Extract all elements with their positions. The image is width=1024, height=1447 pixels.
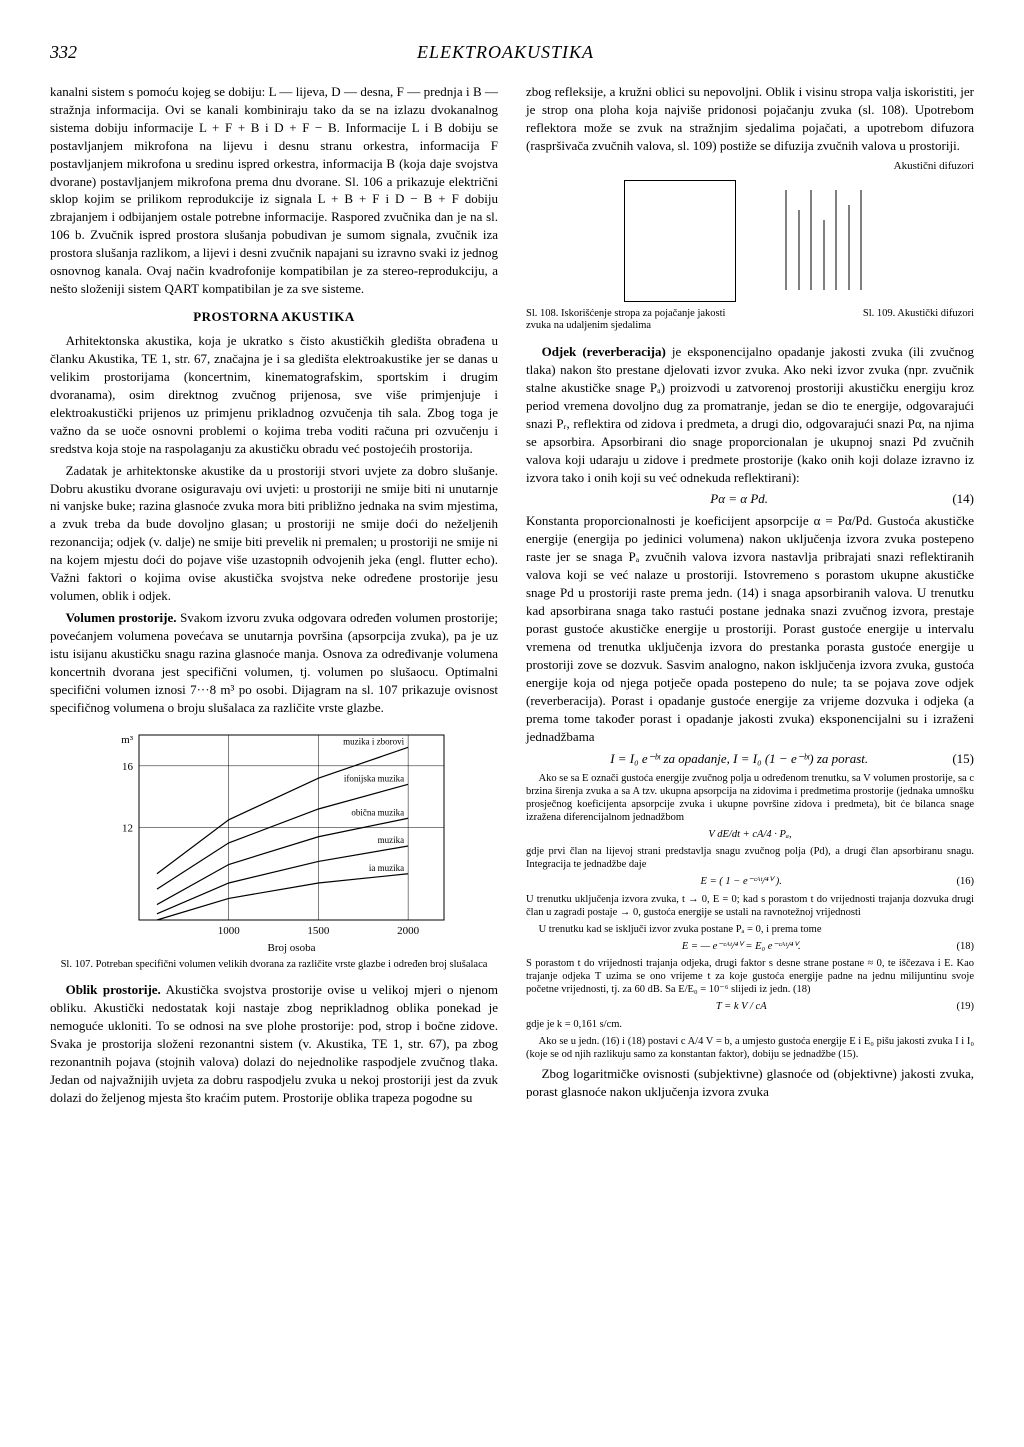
para: Oblik prostorije. Akustička svojstva pro…	[50, 981, 498, 1107]
fig109-caption: Sl. 109. Akustički difuzori	[759, 308, 974, 333]
para-text: je eksponencijalno opadanje jakosti zvuk…	[526, 344, 974, 485]
run-in-heading: Volumen prostorije.	[66, 610, 177, 625]
svg-text:ifonijska muzika: ifonijska muzika	[344, 773, 404, 783]
right-column: zbog refleksije, a kružni oblici su nepo…	[526, 83, 974, 1111]
equation-16: E = ( 1 − e⁻ᶜᴬᵗ/⁴ⱽ ).(16)	[526, 875, 974, 888]
svg-text:1000: 1000	[218, 925, 241, 937]
fig108-caption: Sl. 108. Iskorišćenje stropa za pojačanj…	[526, 308, 741, 333]
volume-chart: 1000 1500 2000 12 16 m³ muzika i zborovi ifonij…	[94, 725, 454, 955]
para: Konstanta proporcionalnosti je koeficije…	[526, 512, 974, 745]
equation-14: Pα = α Pd.(14)	[526, 490, 974, 508]
svg-text:Broj osoba: Broj osoba	[268, 942, 316, 954]
left-column: kanalni sistem s pomoću kojeg se dobiju:…	[50, 83, 498, 1111]
equation-diff: V dE/dt + cA/4 · Pₐ,	[526, 828, 974, 841]
fig109-diffusers	[766, 180, 876, 300]
para: Volumen prostorije. Svakom izvoru zvuka …	[50, 609, 498, 717]
para: Zbog logaritmičke ovisnosti (subjektivne…	[526, 1065, 974, 1101]
para: Arhitektonska akustika, koja je ukratko …	[50, 332, 498, 458]
run-in-heading: Odjek (reverberacija)	[542, 344, 666, 359]
para: Odjek (reverberacija) je eksponencijalno…	[526, 343, 974, 487]
para: Zadatak je arhitektonske akustike da u p…	[50, 462, 498, 606]
para-text: Akustička svojstva prostorije ovise u ve…	[50, 982, 498, 1105]
svg-text:m³: m³	[121, 734, 134, 746]
equation-19: T = k V / cA(19)	[526, 1000, 974, 1013]
run-in-heading: Oblik prostorije.	[66, 982, 161, 997]
svg-text:2000: 2000	[397, 925, 420, 937]
page-header: 332 ELEKTROAKUSTIKA	[50, 40, 974, 65]
equation-15: I = I₀ e⁻ᵇᵗ za opadanje, I = I₀ (1 − e⁻ᵇ…	[526, 750, 974, 768]
para: kanalni sistem s pomoću kojeg se dobiju:…	[50, 83, 498, 298]
svg-text:1500: 1500	[307, 925, 330, 937]
small-para: Ako se sa E označi gustoća energije zvuč…	[526, 772, 974, 825]
two-column-layout: kanalni sistem s pomoću kojeg se dobiju:…	[50, 83, 974, 1111]
fig107-caption: Sl. 107. Potreban specifični volumen vel…	[50, 959, 498, 972]
svg-text:muzika i zborovi: muzika i zborovi	[343, 736, 404, 746]
svg-text:muzika: muzika	[378, 835, 405, 845]
fig108-placeholder	[624, 180, 736, 302]
page-number: 332	[50, 40, 77, 65]
para: zbog refleksije, a kružni oblici su nepo…	[526, 83, 974, 155]
svg-text:ia muzika: ia muzika	[369, 862, 404, 872]
small-para: S porastom t do vrijednosti trajanja odj…	[526, 957, 974, 996]
section-heading: PROSTORNA AKUSTIKA	[50, 308, 498, 326]
figure-row	[526, 180, 974, 302]
figure-captions-row: Sl. 108. Iskorišćenje stropa za pojačanj…	[526, 308, 974, 333]
svg-text:16: 16	[122, 761, 134, 773]
small-para: U trenutku kad se isključi izvor zvuka p…	[526, 923, 974, 936]
svg-text:12: 12	[122, 822, 133, 834]
equation-18: E = — e⁻ᶜᴬᵗ/⁴ⱽ = E₀ e⁻ᶜᴬᵗ/⁴ⱽ.(18)	[526, 940, 974, 953]
fig-label: Akustični difuzori	[526, 159, 974, 174]
small-para: U trenutku uključenja izvora zvuka, t → …	[526, 893, 974, 919]
para-text: Svakom izvoru zvuka odgovara određen vol…	[50, 610, 498, 715]
small-para: gdje prvi član na lijevoj strani predsta…	[526, 845, 974, 871]
small-para: Ako se u jedn. (16) i (18) postavi c A/4…	[526, 1035, 974, 1061]
svg-text:obična muzika: obična muzika	[351, 807, 404, 817]
running-title: ELEKTROAKUSTIKA	[417, 40, 594, 65]
small-para: gdje je k = 0,161 s/cm.	[526, 1018, 974, 1031]
